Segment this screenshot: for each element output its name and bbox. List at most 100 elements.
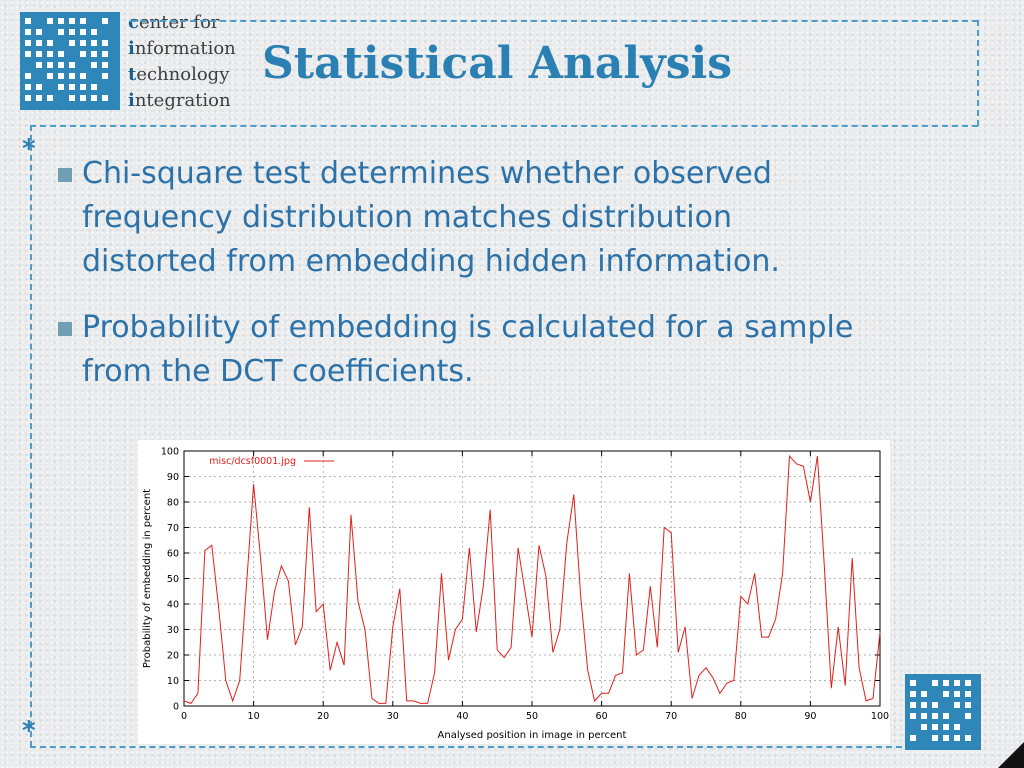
logo-window-cell [58, 18, 64, 24]
logo-window-cell [954, 724, 960, 730]
org-name: center for information technology integr… [128, 10, 236, 114]
logo-window-cell [102, 95, 108, 101]
frame-right-line [977, 20, 979, 126]
logo-window-cell [91, 29, 97, 35]
logo-window-cell [91, 40, 97, 46]
logo-window-cell [965, 735, 971, 741]
logo-window-cell [80, 73, 86, 79]
y-tick-label: 60 [167, 549, 179, 560]
logo-window-cell [965, 680, 971, 686]
logo-window-cell [943, 724, 949, 730]
logo-window-cell [80, 51, 86, 57]
frame-header-divider [30, 125, 978, 127]
y-tick-label: 10 [167, 676, 179, 687]
logo-window-cell [932, 702, 938, 708]
frame-top-line [130, 20, 978, 22]
embedding-probability-chart: 0 10 20 30 40 50 60 70 80 90 100 0 10 20 30 40 50 60 70 80 9… [142, 447, 889, 742]
logo-window-cell [943, 713, 949, 719]
y-tick-label: 90 [167, 472, 179, 483]
logo-window-cell [25, 73, 31, 79]
x-tick-label: 40 [456, 711, 468, 722]
x-tick-label: 80 [735, 711, 747, 722]
logo-window-cell [69, 62, 75, 68]
logo-top [20, 12, 120, 110]
bullet-text: Chi-square test determines whether obser… [82, 156, 780, 279]
logo-window-cell [36, 84, 42, 90]
logo-window-cell [36, 95, 42, 101]
logo-window-cell [69, 29, 75, 35]
org-line-4: integration [128, 90, 231, 111]
x-tick-label: 70 [665, 711, 677, 722]
org-line-3: technology [128, 64, 230, 85]
bullet-item: Chi-square test determines whether obser… [58, 152, 988, 284]
logo-window-cell [921, 713, 927, 719]
logo-window-cell [80, 29, 86, 35]
x-tick-label: 100 [871, 711, 889, 722]
y-tick-label: 0 [173, 702, 179, 713]
logo-window-cell [58, 29, 64, 35]
logo-window-cell [80, 95, 86, 101]
logo-window-cell [921, 724, 927, 730]
frame-bottom-line [30, 746, 902, 748]
x-tick-label: 20 [317, 711, 329, 722]
logo-window-cell [69, 40, 75, 46]
x-tick-label: 30 [387, 711, 399, 722]
y-tick-label: 100 [161, 447, 179, 458]
logo-window-cell [36, 62, 42, 68]
y-tick-label: 70 [167, 523, 179, 534]
logo-window-cell [91, 95, 97, 101]
org-line-2: information [128, 38, 236, 59]
x-tick-label: 60 [596, 711, 608, 722]
logo-window-cell [25, 84, 31, 90]
logo-window-cell [102, 73, 108, 79]
y-axis-label: Probability of embedding in percent [142, 489, 153, 668]
x-tick-label: 0 [181, 711, 187, 722]
page-curl-corner [998, 742, 1024, 768]
logo-window-cell [102, 51, 108, 57]
logo-window-cell [58, 84, 64, 90]
logo-window-cell [910, 713, 916, 719]
logo-window-cell [80, 84, 86, 90]
chart-panel: 0 10 20 30 40 50 60 70 80 90 100 0 10 20 30 40 50 60 70 80 9… [138, 440, 890, 744]
logo-window-cell [932, 680, 938, 686]
logo-window-cell [910, 680, 916, 686]
bullet-item: Probability of embedding is calculated f… [58, 306, 988, 394]
square-bullet-icon [58, 168, 72, 182]
y-tick-label: 20 [167, 651, 179, 662]
logo-window-cell [91, 84, 97, 90]
logo-window-cell [25, 51, 31, 57]
logo-window-cell [36, 51, 42, 57]
logo-window-cell [47, 95, 53, 101]
logo-window-cell [69, 95, 75, 101]
y-tick-label: 40 [167, 600, 179, 611]
y-tick-label: 50 [167, 574, 179, 585]
logo-window-cell [91, 51, 97, 57]
logo-window-cell [932, 735, 938, 741]
star-top-icon: * [22, 134, 36, 164]
logo-window-cell [102, 40, 108, 46]
logo-window-cell [69, 84, 75, 90]
logo-window-cell [47, 40, 53, 46]
square-bullet-icon [58, 322, 72, 336]
star-bottom-icon: * [22, 716, 36, 746]
logo-window-cell [943, 680, 949, 686]
y-tick-label: 80 [167, 498, 179, 509]
x-tick-label: 10 [248, 711, 260, 722]
logo-window-cell [25, 95, 31, 101]
logo-window-cell [921, 702, 927, 708]
logo-window-cell [932, 713, 938, 719]
logo-window-cell [965, 702, 971, 708]
logo-window-cell [58, 73, 64, 79]
logo-window-cell [80, 18, 86, 24]
logo-window-cell [91, 62, 97, 68]
logo-window-cell [954, 691, 960, 697]
logo-window-cell [47, 18, 53, 24]
logo-window-cell [943, 735, 949, 741]
logo-window-cell [921, 691, 927, 697]
bullet-list: Chi-square test determines whether obser… [58, 152, 988, 416]
logo-window-cell [102, 62, 108, 68]
logo-window-cell [954, 702, 960, 708]
logo-window-cell [58, 51, 64, 57]
logo-window-cell [47, 62, 53, 68]
logo-window-cell [910, 691, 916, 697]
